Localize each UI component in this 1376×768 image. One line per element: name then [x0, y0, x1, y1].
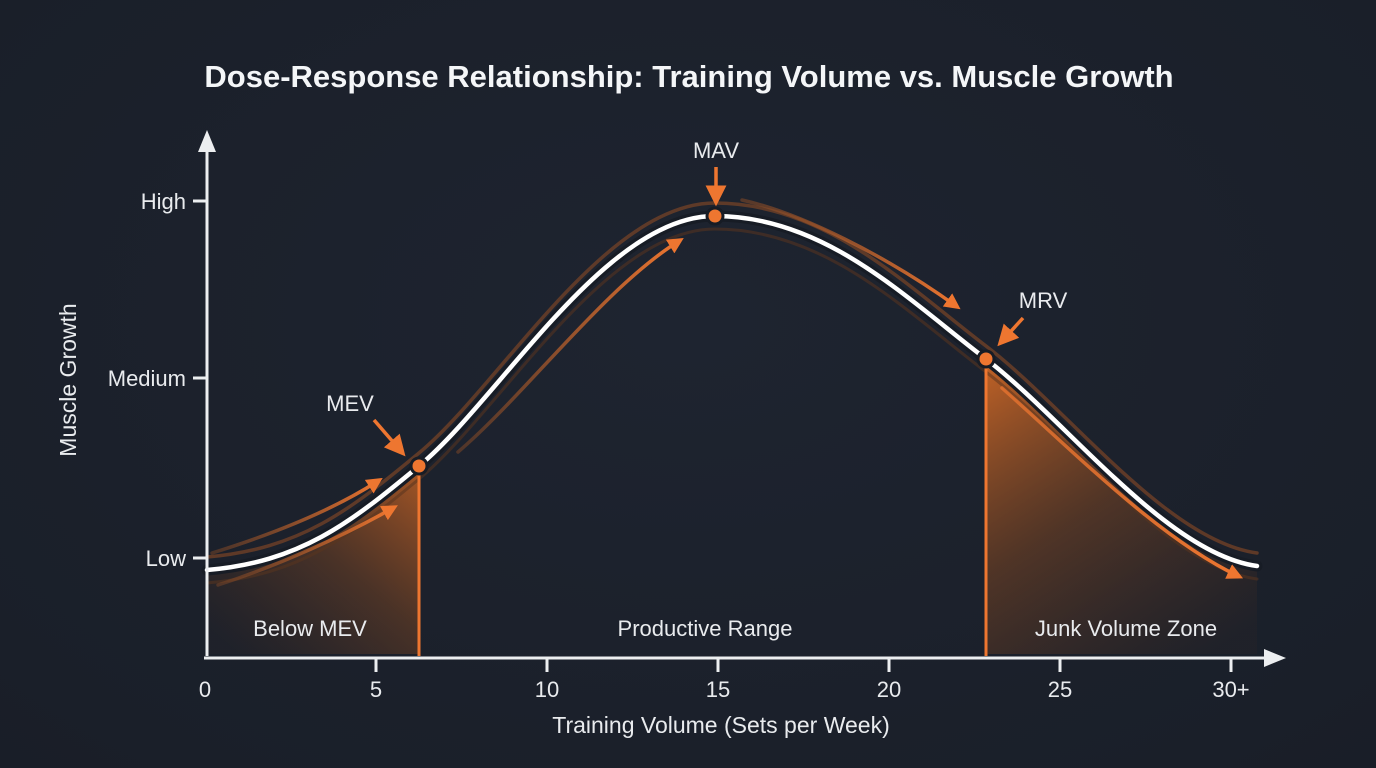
y-axis-arrowhead	[198, 130, 216, 152]
mev-annotation-label: MEV	[326, 391, 374, 416]
y-axis-label: Muscle Growth	[55, 303, 81, 456]
mrv-dot	[979, 352, 993, 366]
x-tick-label-0: 0	[199, 677, 211, 702]
zone-label-below-mev: Below MEV	[253, 616, 367, 641]
x-tick-label-5: 5	[370, 677, 382, 702]
zone-label-productive-range: Productive Range	[618, 616, 793, 641]
y-tick-label-low: Low	[146, 546, 186, 571]
mev-pointer-arrow	[372, 418, 406, 457]
y-tick-label-medium: Medium	[108, 366, 186, 391]
mrv-annotation-label: MRV	[1019, 288, 1068, 313]
x-axis-arrowhead	[1264, 649, 1286, 667]
x-tick-label-10: 10	[535, 677, 559, 702]
flow-arrow-junk-zone	[1000, 386, 1244, 579]
x-tick-label-15: 15	[706, 677, 730, 702]
chart-title: Dose-Response Relationship: Training Vol…	[204, 59, 1173, 94]
flow-arrow-below-mev-lower	[216, 505, 398, 587]
x-tick-label-25: 25	[1048, 677, 1072, 702]
x-tick-label-30plus: 30+	[1212, 677, 1249, 702]
flow-arrow-descending	[740, 198, 961, 310]
flow-arrow-ascending	[456, 238, 684, 454]
x-axis-label: Training Volume (Sets per Week)	[552, 712, 889, 738]
zone-label-junk-volume: Junk Volume Zone	[1035, 616, 1217, 641]
junk-volume-fill	[986, 359, 1257, 654]
y-tick-label-high: High	[141, 189, 186, 214]
mev-dot	[412, 459, 426, 473]
mrv-pointer-arrow	[997, 316, 1025, 347]
x-tick-label-20: 20	[877, 677, 901, 702]
mav-dot	[708, 209, 722, 223]
mav-annotation-label: MAV	[693, 138, 739, 163]
flow-arrow-below-mev-upper	[210, 477, 383, 555]
